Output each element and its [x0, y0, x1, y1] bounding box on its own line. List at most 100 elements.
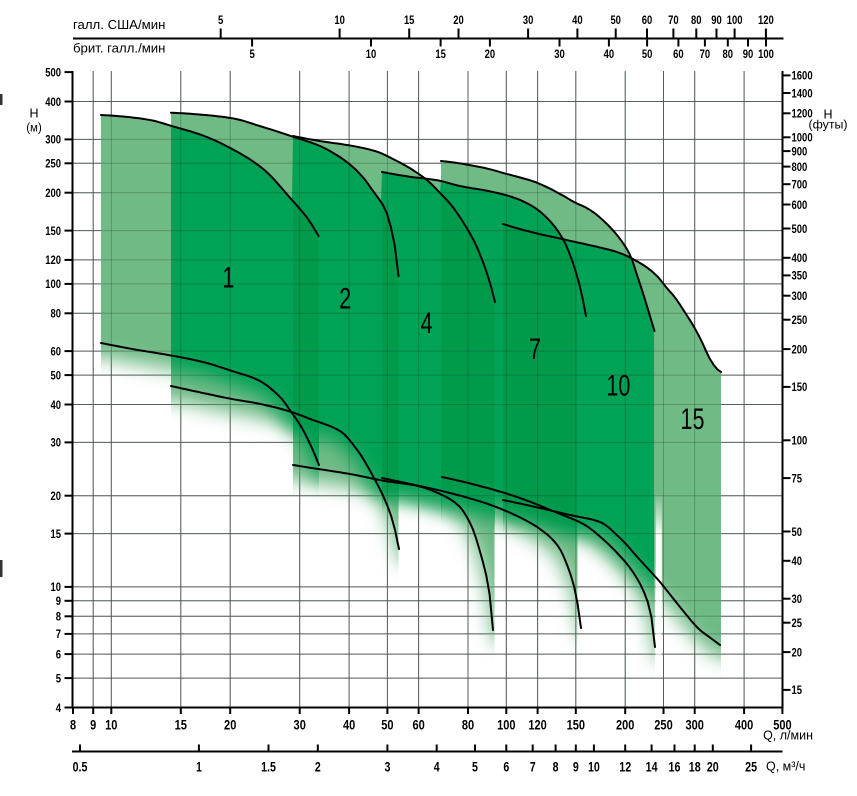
- svg-text:10: 10: [51, 580, 62, 594]
- svg-text:300: 300: [45, 133, 61, 147]
- svg-text:250: 250: [45, 157, 61, 171]
- svg-text:10: 10: [105, 717, 117, 733]
- svg-text:20: 20: [792, 645, 803, 659]
- svg-text:30: 30: [294, 717, 306, 733]
- svg-text:16: 16: [669, 760, 681, 775]
- svg-text:7: 7: [530, 760, 536, 775]
- svg-text:20: 20: [224, 717, 236, 733]
- svg-text:80: 80: [462, 717, 474, 733]
- svg-text:200: 200: [616, 717, 635, 733]
- svg-text:60: 60: [51, 344, 62, 358]
- svg-text:5: 5: [249, 47, 255, 61]
- svg-text:500: 500: [773, 717, 792, 733]
- svg-text:250: 250: [654, 717, 673, 733]
- svg-text:15: 15: [792, 683, 803, 697]
- svg-text:120: 120: [528, 717, 547, 733]
- svg-text:1200: 1200: [792, 107, 813, 121]
- svg-text:40: 40: [572, 13, 583, 27]
- svg-text:15: 15: [175, 717, 187, 733]
- svg-text:8: 8: [70, 717, 76, 733]
- svg-text:20: 20: [51, 489, 62, 503]
- svg-text:7: 7: [529, 333, 541, 366]
- svg-text:9: 9: [573, 760, 579, 775]
- svg-text:75: 75: [792, 471, 803, 485]
- svg-text:50: 50: [381, 717, 393, 733]
- svg-text:80: 80: [691, 13, 702, 27]
- svg-text:4: 4: [434, 760, 440, 775]
- svg-text:40: 40: [343, 717, 355, 733]
- svg-text:100: 100: [727, 13, 743, 27]
- svg-text:50: 50: [51, 368, 62, 382]
- svg-text:10: 10: [588, 760, 600, 775]
- svg-text:9: 9: [56, 594, 62, 608]
- svg-text:150: 150: [792, 380, 808, 394]
- svg-text:500: 500: [45, 65, 61, 79]
- svg-text:400: 400: [735, 717, 754, 733]
- svg-text:25: 25: [792, 616, 803, 630]
- svg-text:80: 80: [51, 307, 62, 321]
- svg-text:20: 20: [485, 47, 496, 61]
- svg-text:2: 2: [339, 283, 351, 316]
- svg-text:150: 150: [45, 224, 61, 238]
- svg-text:300: 300: [686, 717, 705, 733]
- svg-text:60: 60: [412, 717, 424, 733]
- svg-text:100: 100: [792, 434, 808, 448]
- svg-text:(футы): (футы): [809, 120, 848, 132]
- svg-text:2: 2: [315, 760, 321, 775]
- svg-text:30: 30: [554, 47, 565, 61]
- svg-text:500: 500: [792, 222, 808, 236]
- svg-text:70: 70: [668, 13, 679, 27]
- svg-text:H: H: [29, 107, 38, 121]
- svg-text:10: 10: [334, 13, 345, 27]
- svg-text:30: 30: [792, 592, 803, 606]
- svg-text:18: 18: [689, 760, 701, 775]
- svg-text:5: 5: [472, 760, 478, 775]
- svg-text:90: 90: [743, 47, 754, 61]
- svg-text:15: 15: [404, 13, 415, 27]
- svg-text:10: 10: [366, 47, 377, 61]
- svg-text:700: 700: [792, 178, 808, 192]
- svg-text:60: 60: [642, 13, 653, 27]
- svg-text:400: 400: [792, 251, 808, 265]
- svg-text:50: 50: [610, 13, 621, 27]
- svg-text:40: 40: [604, 47, 615, 61]
- svg-text:1400: 1400: [792, 86, 813, 100]
- svg-text:800: 800: [792, 160, 808, 174]
- svg-text:40: 40: [792, 554, 803, 568]
- svg-text:30: 30: [51, 436, 62, 450]
- svg-text:25: 25: [745, 760, 757, 775]
- svg-text:5: 5: [56, 671, 62, 685]
- svg-text:50: 50: [642, 47, 653, 61]
- svg-text:14: 14: [646, 760, 658, 775]
- svg-text:100: 100: [497, 717, 516, 733]
- svg-text:100: 100: [758, 47, 774, 61]
- svg-text:H: H: [823, 108, 832, 122]
- svg-text:4: 4: [421, 307, 433, 340]
- svg-text:120: 120: [45, 253, 61, 267]
- svg-text:8: 8: [56, 610, 62, 624]
- svg-text:300: 300: [792, 289, 808, 303]
- svg-text:12: 12: [619, 760, 631, 775]
- svg-text:9: 9: [90, 717, 96, 733]
- svg-text:350: 350: [792, 269, 808, 283]
- svg-text:(м): (м): [26, 123, 42, 135]
- svg-text:120: 120: [758, 13, 774, 27]
- svg-text:10: 10: [606, 370, 630, 403]
- svg-text:1000: 1000: [792, 131, 813, 145]
- svg-text:0.5: 0.5: [73, 760, 88, 775]
- svg-text:70: 70: [700, 47, 711, 61]
- svg-text:Q, м³/ч: Q, м³/ч: [766, 760, 805, 774]
- svg-text:4: 4: [56, 701, 62, 715]
- svg-text:1600: 1600: [792, 69, 813, 83]
- svg-text:3: 3: [384, 760, 390, 775]
- svg-text:100: 100: [45, 277, 61, 291]
- svg-text:1: 1: [222, 262, 234, 295]
- svg-text:галл. США/мин: галл. США/мин: [73, 17, 165, 32]
- svg-text:15: 15: [435, 47, 446, 61]
- svg-text:60: 60: [673, 47, 684, 61]
- svg-text:1: 1: [196, 760, 202, 775]
- svg-text:1.5: 1.5: [261, 760, 276, 775]
- svg-text:брит. галл./мин: брит. галл./мин: [73, 41, 165, 56]
- svg-text:200: 200: [792, 342, 808, 356]
- svg-text:6: 6: [503, 760, 509, 775]
